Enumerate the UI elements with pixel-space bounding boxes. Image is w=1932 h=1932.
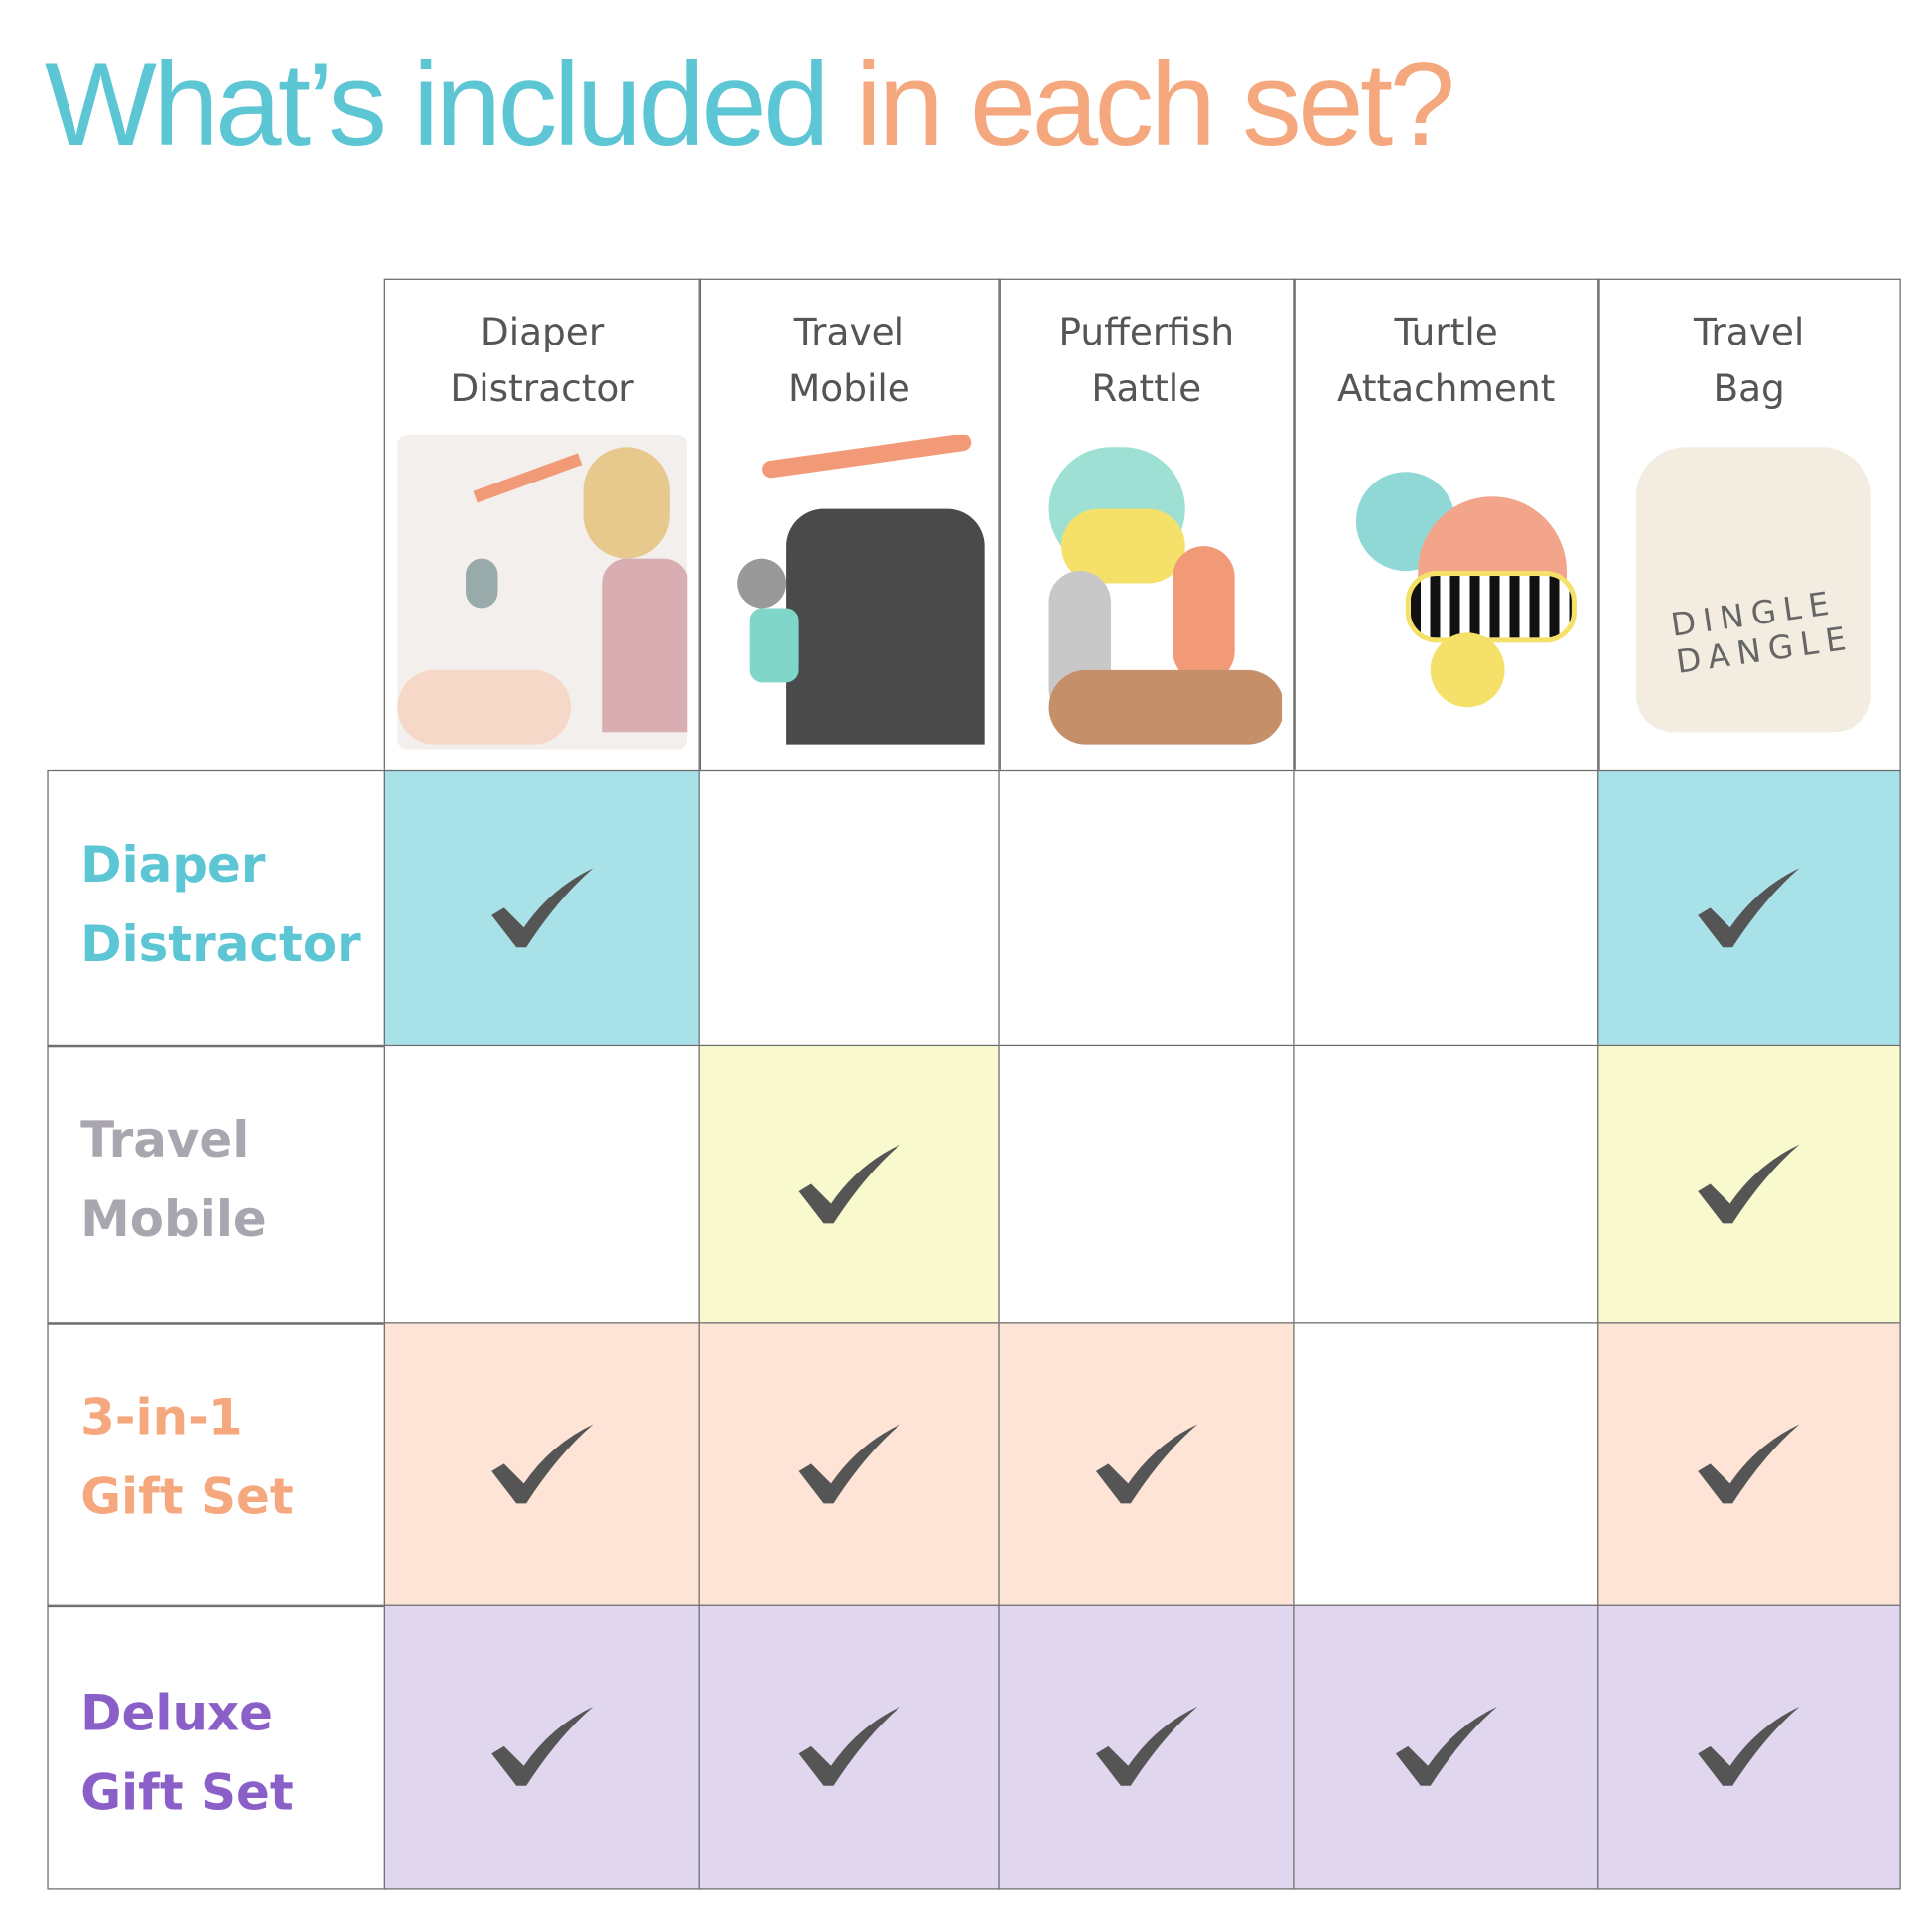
checkmark-icon — [798, 1424, 900, 1504]
included-cell — [998, 1322, 1296, 1607]
empty-cell — [1293, 1322, 1600, 1607]
product-image-woman-with-baby-and-mobile — [397, 434, 687, 750]
row-label: Deluxe Gift Set — [80, 1685, 294, 1822]
checkmark-icon — [490, 1424, 594, 1504]
title-part-1: What’s included — [44, 38, 830, 172]
product-image-turtle-toy — [1307, 435, 1586, 749]
empty-cell — [1293, 1044, 1600, 1325]
row-label: Diaper Distractor — [80, 837, 361, 974]
product-image-dingle-dangle-bag: DINGLE DANGLE — [1611, 435, 1887, 749]
column-label: Travel Mobile — [788, 311, 910, 412]
included-cell — [1597, 769, 1901, 1047]
title-part-2: in each set? — [855, 38, 1455, 172]
checkmark-icon — [490, 868, 594, 947]
included-cell — [1293, 1604, 1600, 1889]
page-title: What’s included in each set? — [44, 37, 1455, 173]
checkmark-icon — [1698, 1144, 1800, 1224]
included-cell — [698, 1604, 1001, 1889]
checkmark-icon — [798, 1144, 900, 1224]
empty-cell — [998, 1044, 1296, 1325]
column-header: Turtle Attachment — [1293, 278, 1600, 772]
row-header: Deluxe Gift Set — [47, 1604, 386, 1889]
row-header: 3-in-1 Gift Set — [47, 1322, 386, 1607]
checkmark-icon — [1698, 1706, 1800, 1786]
included-cell — [1597, 1604, 1901, 1889]
checkmark-icon — [1095, 1706, 1197, 1786]
checkmark-icon — [490, 1706, 594, 1786]
empty-cell — [383, 1044, 701, 1325]
row-label: Travel Mobile — [80, 1112, 267, 1249]
checkmark-icon — [1698, 868, 1800, 947]
empty-cell — [698, 769, 1001, 1047]
included-cell — [698, 1044, 1001, 1325]
checkmark-icon — [1095, 1424, 1197, 1504]
empty-cell — [1293, 769, 1600, 1047]
column-label: Travel Bag — [1694, 311, 1805, 412]
included-cell — [383, 1604, 701, 1889]
row-header: Travel Mobile — [47, 1044, 386, 1325]
included-cell — [383, 1322, 701, 1607]
checkmark-icon — [798, 1706, 900, 1786]
product-image-pufferfish-rattle — [1012, 435, 1282, 749]
empty-cell — [998, 769, 1296, 1047]
column-label: Pufferfish Rattle — [1058, 311, 1235, 412]
column-label: Turtle Attachment — [1336, 311, 1556, 412]
column-header: Pufferfish Rattle — [998, 278, 1296, 772]
column-header: Travel Bag DINGLE DANGLE — [1597, 278, 1901, 772]
column-label: Diaper Distractor — [450, 311, 634, 412]
included-cell — [998, 1604, 1296, 1889]
included-cell — [698, 1322, 1001, 1607]
product-image-stroller-with-mobile — [712, 434, 987, 750]
checkmark-icon — [1698, 1424, 1800, 1504]
included-cell — [383, 769, 701, 1047]
row-header: Diaper Distractor — [47, 769, 386, 1047]
included-cell — [1597, 1322, 1901, 1607]
row-label: 3-in-1 Gift Set — [80, 1389, 294, 1526]
included-cell — [1597, 1044, 1901, 1325]
checkmark-icon — [1395, 1706, 1497, 1786]
column-header: Travel Mobile — [698, 278, 1001, 772]
column-header: Diaper Distractor — [383, 278, 701, 772]
